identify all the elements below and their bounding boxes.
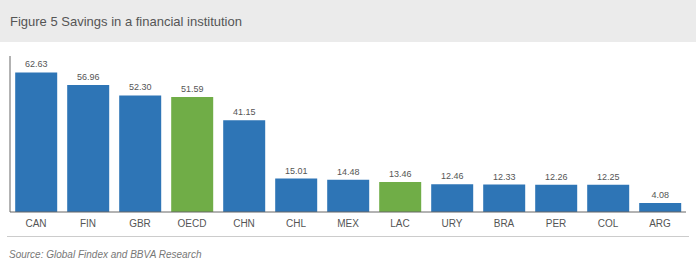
svg-text:COL: COL	[598, 218, 619, 229]
html-text:Source: Global Findex and BBVA: Source: Global Findex and BBVA Research	[9, 248, 202, 260]
svg-text:URY: URY	[442, 218, 463, 229]
svg-text:13.46: 13.46	[389, 169, 412, 179]
svg-text:4.08: 4.08	[651, 190, 669, 200]
svg-text:12.26: 12.26	[545, 172, 568, 182]
svg-text:ARG: ARG	[649, 218, 671, 229]
svg-text:56.96: 56.96	[77, 72, 100, 82]
svg-text:15.01: 15.01	[285, 166, 308, 176]
svg-text:BRA: BRA	[494, 218, 515, 229]
svg-text:62.63: 62.63	[25, 59, 48, 69]
svg-text:CAN: CAN	[25, 218, 46, 229]
svg-text:FIN: FIN	[80, 218, 96, 229]
svg-text:MEX: MEX	[337, 218, 359, 229]
html-text:Figure 5 Savings in a financia: Figure 5 Savings in a financial institut…	[10, 13, 242, 29]
svg-text:12.33: 12.33	[493, 172, 516, 182]
svg-text:GBR: GBR	[129, 218, 151, 229]
svg-text:CHL: CHL	[286, 218, 306, 229]
svg-text:PER: PER	[546, 218, 567, 229]
svg-text:LAC: LAC	[390, 218, 409, 229]
svg-text:CHN: CHN	[233, 218, 255, 229]
svg-text:41.15: 41.15	[233, 107, 256, 117]
svg-text:12.46: 12.46	[441, 171, 464, 181]
svg-text:14.48: 14.48	[337, 167, 360, 177]
svg-text:51.59: 51.59	[181, 84, 204, 94]
svg-text:52.30: 52.30	[129, 82, 152, 92]
svg-text:OECD: OECD	[178, 218, 207, 229]
svg-text:12.25: 12.25	[597, 172, 620, 182]
